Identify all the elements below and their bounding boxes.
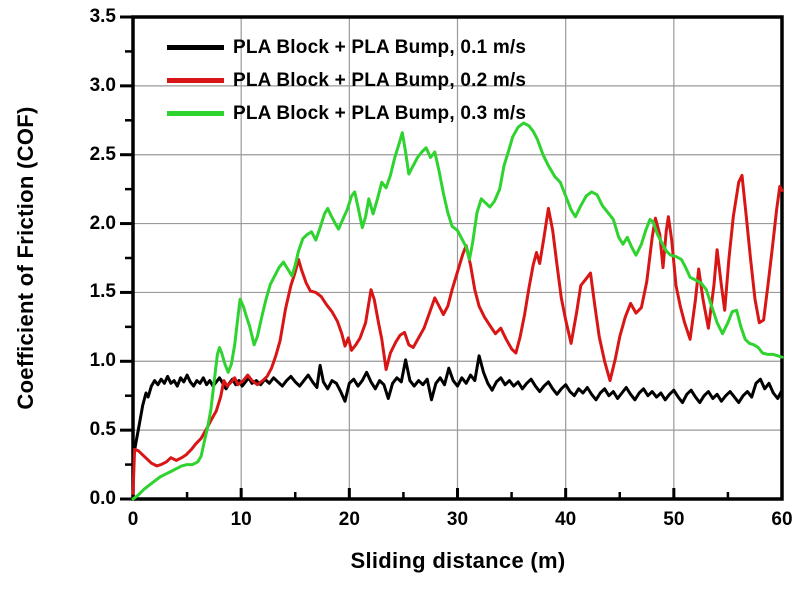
legend-line-swatch-green	[167, 111, 224, 116]
x-axis-title: Sliding distance (m)	[350, 548, 566, 573]
y-axis-title: Coefficient of Friction (COF)	[13, 106, 38, 410]
x-tick-label: 30	[446, 509, 469, 530]
series-line-2	[131, 121, 784, 501]
legend-item: PLA Block + PLA Bump, 0.2 m/s	[167, 64, 526, 97]
legend-item-label: PLA Block + PLA Bump, 0.1 m/s	[233, 36, 527, 58]
x-tick-label: 10	[230, 509, 252, 530]
y-tick-label: 3.5	[89, 6, 116, 27]
y-tick-label: 1.5	[89, 281, 116, 303]
series-line-1	[131, 173, 784, 495]
legend-item-label: PLA Block + PLA Bump, 0.2 m/s	[233, 69, 527, 91]
x-tick-label: 20	[338, 509, 360, 530]
x-tick-label: 60	[771, 509, 793, 530]
series-line-0	[131, 354, 784, 461]
y-tick-label: 1.0	[89, 350, 116, 372]
legend-item-label: PLA Block + PLA Bump, 0.3 m/s	[233, 102, 527, 124]
y-tick-label: 3.0	[89, 74, 116, 96]
y-tick-label: 0.0	[89, 488, 116, 509]
legend-line-swatch-red	[167, 78, 224, 83]
y-tick-label: 0.5	[89, 419, 116, 441]
y-tick-label: 2.0	[89, 212, 116, 234]
legend-item: PLA Block + PLA Bump, 0.1 m/s	[167, 31, 526, 64]
y-tick-label: 2.5	[89, 143, 116, 165]
legend-item: PLA Block + PLA Bump, 0.3 m/s	[167, 97, 526, 130]
legend: PLA Block + PLA Bump, 0.1 m/s PLA Block …	[167, 31, 526, 130]
legend-line-swatch-black	[167, 45, 224, 50]
x-tick-label: 40	[555, 509, 577, 530]
x-tick-label: 0	[127, 509, 139, 530]
x-tick-label: 50	[663, 509, 685, 530]
